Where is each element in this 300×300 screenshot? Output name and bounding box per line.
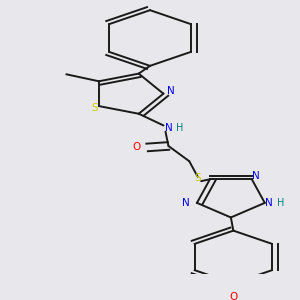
Text: H: H <box>278 198 285 208</box>
Text: N: N <box>252 171 260 182</box>
Text: O: O <box>229 292 238 300</box>
Text: N: N <box>182 198 190 208</box>
Text: O: O <box>132 142 140 152</box>
Text: N: N <box>265 198 273 208</box>
Text: N: N <box>167 86 175 96</box>
Text: S: S <box>194 173 201 184</box>
Text: S: S <box>92 103 98 113</box>
Text: N: N <box>165 123 172 134</box>
Text: H: H <box>176 123 184 134</box>
